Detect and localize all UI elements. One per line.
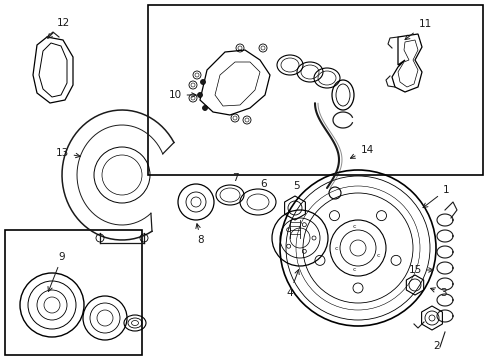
Text: 4: 4	[286, 270, 299, 298]
Text: c: c	[334, 246, 337, 251]
Text: 6: 6	[260, 179, 267, 189]
Bar	[5, 230, 142, 355]
Text: 3: 3	[430, 288, 446, 298]
Bar	[148, 5, 482, 175]
Circle shape	[200, 80, 205, 85]
Text: 8: 8	[196, 224, 204, 245]
Circle shape	[197, 93, 202, 98]
Text: c: c	[376, 253, 380, 258]
Text: 14: 14	[350, 145, 373, 158]
Text: 9: 9	[48, 252, 65, 291]
Circle shape	[202, 105, 207, 111]
Text: 15: 15	[407, 265, 432, 275]
Text: 2: 2	[433, 341, 439, 351]
Text: 10: 10	[168, 90, 196, 100]
Text: c: c	[352, 224, 355, 229]
Text: 11: 11	[404, 19, 431, 40]
Text: c: c	[352, 267, 355, 272]
Text: 12: 12	[48, 18, 69, 38]
Text: 1: 1	[422, 185, 448, 208]
Text: 7: 7	[231, 173, 238, 183]
Text: 5: 5	[293, 181, 300, 191]
Text: 13: 13	[55, 148, 80, 158]
